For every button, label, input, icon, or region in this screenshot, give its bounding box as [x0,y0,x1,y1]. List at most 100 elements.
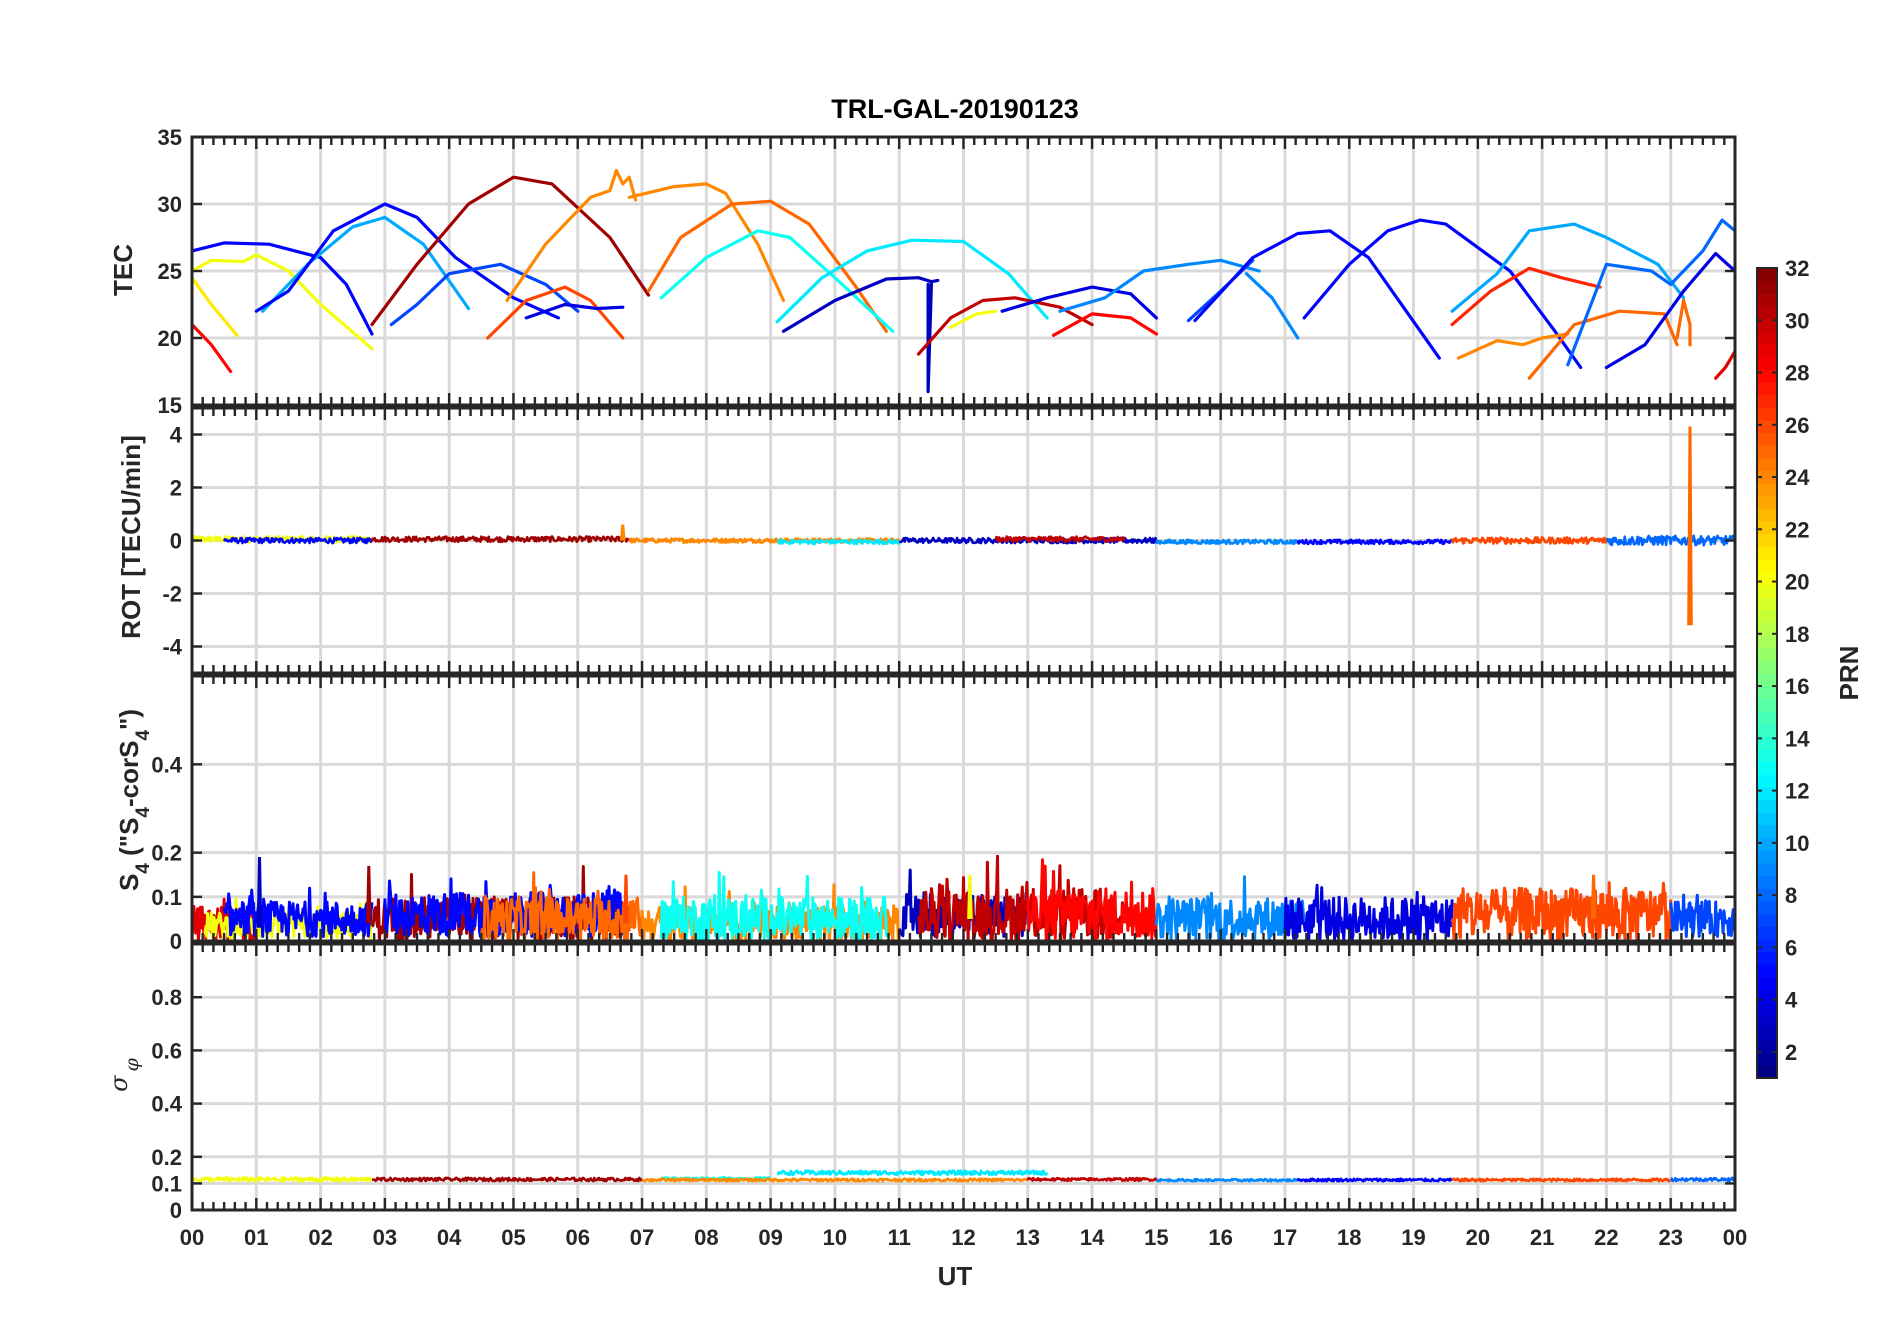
tec-series-line [486,285,625,340]
tec-series-line [1604,252,1737,370]
sigphi-series-line [1451,1177,1672,1183]
colorbar-tick-label: 30 [1785,308,1809,333]
s4-y-tick-label: 0.1 [151,885,182,910]
colorbar-swatch [1757,723,1777,737]
colorbar-swatch [1757,546,1777,560]
tec-series-line [1456,332,1570,360]
colorbar-swatch [1757,432,1777,446]
colorbar-swatch [1757,407,1777,421]
colorbar-swatch [1757,913,1777,927]
tec-series-line [646,199,889,333]
colorbar-swatch [1757,710,1777,725]
s4-spike [256,857,263,928]
tec-y-tick-label: 30 [158,192,182,217]
tec-y-tick-label: 25 [158,259,182,284]
colorbar-swatch [1757,660,1777,674]
sigphi-grid [192,944,1735,1210]
colorbar-swatch [1757,559,1777,573]
colorbar-swatch [1757,419,1777,434]
colorbar-swatch [1757,445,1777,459]
tec-series-line [1051,312,1159,337]
colorbar-tick-label: 4 [1785,988,1798,1013]
colorbar-swatch [1757,862,1777,877]
s4-ylabel: S4 ("S4-corS4") [114,709,154,891]
tec-series-line [1450,266,1602,327]
colorbar-swatch [1757,508,1777,522]
x-tick-label: 05 [501,1225,525,1250]
tec-series-line [926,282,934,394]
s4-series-line [1154,875,1306,942]
tec-series-line [190,253,374,351]
chart-title: TRL-GAL-20190123 [831,94,1079,124]
x-tick-label: 13 [1016,1225,1040,1250]
colorbar-swatch [1757,875,1777,889]
colorbar-swatch [1757,926,1777,940]
x-tick-label: 19 [1401,1225,1425,1250]
s4-spike [366,865,372,924]
x-tick-label: 02 [308,1225,332,1250]
rot-series-line [1296,538,1453,546]
x-tick-label: 06 [566,1225,590,1250]
colorbar-swatch [1757,976,1777,991]
sigphi-series-line [1296,1177,1453,1183]
rot-y-tick-label: -2 [162,582,182,607]
panel-rot: -4 -2 0 2 4 ROT [TECU/min] [116,406,1737,675]
x-tick-label: 14 [1080,1225,1105,1250]
tec-series-line [659,229,895,333]
sigphi-y-tick-label: 0.4 [151,1092,182,1117]
colorbar-swatch [1757,673,1777,687]
colorbar-tick-label: 20 [1785,570,1809,595]
colorbar-swatch [1757,1014,1777,1028]
tec-ticks: 15 20 25 30 35 [158,125,1737,418]
sigphi-y-tick-label: 0.1 [151,1171,182,1196]
colorbar-tick-label: 32 [1785,256,1809,281]
tec-series-line [1058,258,1261,313]
sigphi-series-line [190,1176,373,1183]
tec-series-line [254,202,561,320]
colorbar-tick-label: 8 [1785,883,1797,908]
colorbar-tick-label: 22 [1785,517,1809,542]
colorbar-swatch [1757,1027,1777,1041]
colorbar-tick-label: 6 [1785,935,1797,960]
s4-ylabel-sub2: 4 [133,807,154,818]
colorbar-swatch [1757,331,1777,345]
tec-series-line [1450,222,1686,313]
tec-series-line [370,175,651,327]
colorbar-swatch [1757,280,1777,294]
x-tick-label: 18 [1337,1225,1361,1250]
rot-series-line [370,535,630,544]
rot-series-line [776,538,901,546]
colorbar-swatch [1757,989,1777,1003]
colorbar-swatch [1757,293,1777,307]
colorbar-swatch [1757,635,1777,649]
x-tick-label: 16 [1208,1225,1232,1250]
colorbar-tick-label: 10 [1785,831,1809,856]
s4-series-line [1450,881,1673,943]
panel-s4: 00.10.20.4 S4 ("S4-corS4") [114,674,1737,954]
tec-y-tick-label: 35 [158,125,182,150]
colorbar-swatch [1757,938,1777,953]
sigphi-y-tick-label: 0 [170,1198,182,1223]
s4-ylabel-mid: ("S [114,818,144,864]
s4-ticks: 0 0.1 0.2 0.4 [151,674,1737,954]
s4-spike [1590,874,1597,919]
sigphi-ylabel-phi: φ [121,1057,143,1071]
rot-series-line [1605,534,1737,547]
x-tick-label: 09 [758,1225,782,1250]
colorbar-tick-label: 14 [1785,726,1810,751]
colorbar-swatch [1757,597,1777,611]
colorbar-swatch [1757,1040,1777,1054]
tec-y-tick-label: 20 [158,326,182,351]
s4-ylabel-end: ") [114,709,144,730]
s4-spike [1050,870,1057,919]
colorbar-tick-label: 26 [1785,413,1809,438]
rot-y-tick-label: 4 [170,423,183,448]
x-tick-label: 17 [1273,1225,1297,1250]
colorbar-gradient [1756,267,1778,1079]
tec-series [190,168,1737,394]
rot-spike [619,524,626,541]
sigphi-ylabel-sigma: σ [105,1075,133,1092]
s4-ylabel-mid2: -corS [114,741,144,807]
